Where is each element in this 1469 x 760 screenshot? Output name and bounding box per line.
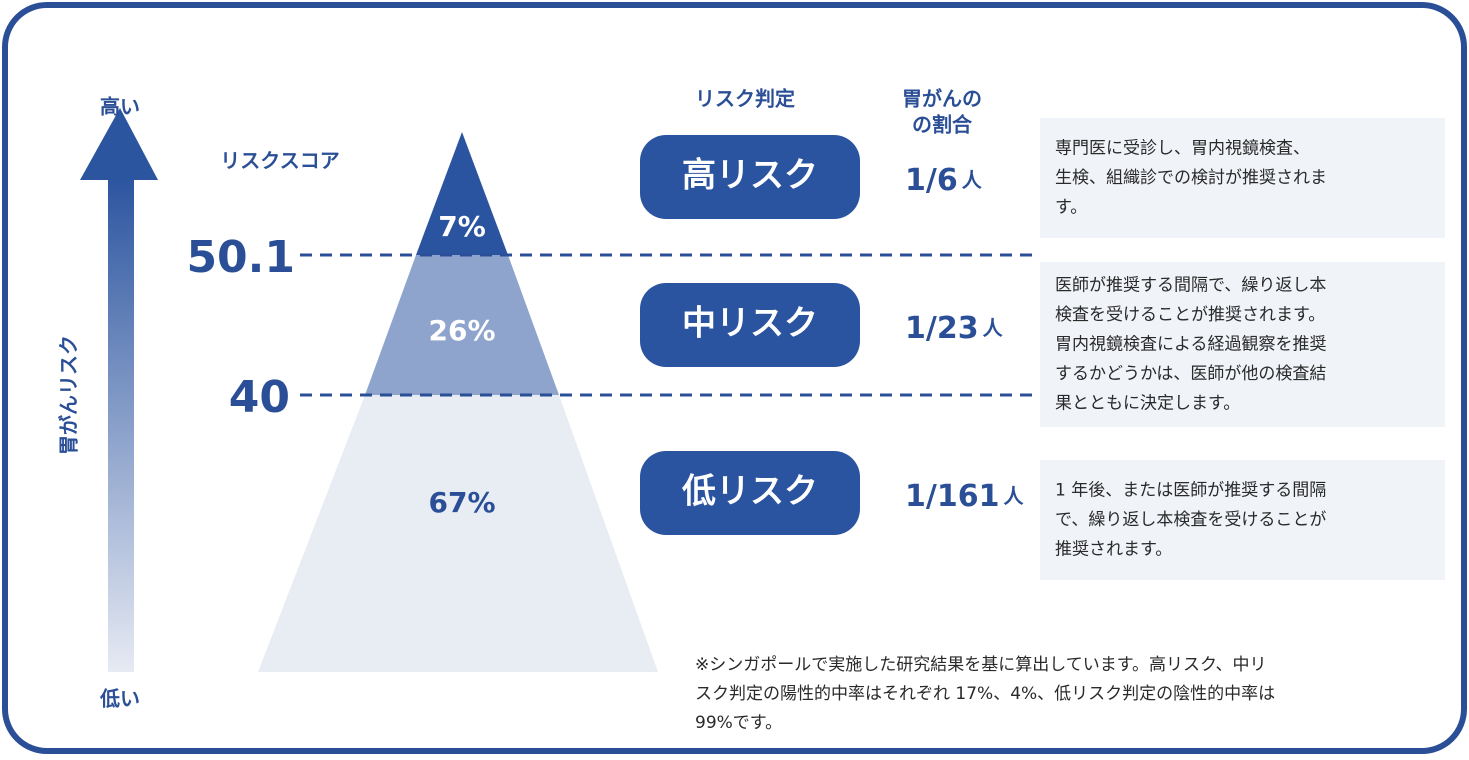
description-line: 推奨されます。 bbox=[1055, 540, 1172, 560]
description-line: 生検、組織診での検討が推奨されま bbox=[1055, 168, 1327, 188]
ratio-value: 1/6 bbox=[905, 163, 958, 198]
header: リスク判定 bbox=[695, 87, 795, 111]
description-line: 果とともに決定します。 bbox=[1055, 394, 1240, 414]
badge-label: 高リスク bbox=[682, 156, 818, 196]
footnote-line: 99%です。 bbox=[695, 713, 782, 733]
footnote-line: スク判定の陽性的中率はそれぞれ 17%、4%、低リスク判定の陰性的中率は bbox=[695, 684, 1275, 704]
description-line: 専門医に受診し、胃内視鏡検査、 bbox=[1055, 139, 1310, 159]
pyramid-label: 7% bbox=[438, 210, 486, 243]
threshold-label: 50.1 bbox=[186, 232, 295, 283]
ratio-value: 1/23 bbox=[905, 311, 979, 346]
description-line: す。 bbox=[1055, 198, 1087, 218]
badge bbox=[640, 451, 860, 535]
arrow-shaft bbox=[108, 178, 134, 672]
axis-high: 高い bbox=[100, 95, 140, 119]
axis-low: 低い bbox=[99, 687, 140, 711]
axis-label: 胃がんリスク bbox=[57, 335, 81, 455]
description-box bbox=[1040, 460, 1445, 580]
description-line: するかどうかは、医師が他の検査結 bbox=[1055, 364, 1326, 384]
description-line: 胃内視鏡検査による経過観察を推奨 bbox=[1055, 335, 1327, 355]
ratio-value: 1/161 bbox=[905, 479, 999, 514]
description-box bbox=[1040, 118, 1445, 238]
badge-label: 中リスク bbox=[682, 304, 818, 344]
badge bbox=[640, 283, 860, 367]
ratio-unit: 人 bbox=[983, 316, 1004, 340]
pyramid-label: 67% bbox=[428, 486, 495, 519]
pyramid-middle bbox=[365, 255, 559, 395]
header: の割合 bbox=[912, 113, 973, 137]
badge bbox=[640, 135, 860, 219]
arrow-head bbox=[80, 108, 158, 180]
description-line: 医師が推奨する間隔で、繰り返し本 bbox=[1055, 276, 1326, 296]
pyramid-label: 26% bbox=[428, 314, 495, 347]
header: 胃がんの bbox=[902, 87, 982, 111]
score-label: リスクスコア bbox=[220, 149, 339, 173]
description-line: 1 年後、または医師が推奨する間隔 bbox=[1055, 481, 1326, 501]
description-line: 検査を受けることが推奨されます。 bbox=[1055, 305, 1325, 325]
pyramid-top bbox=[416, 132, 508, 255]
ratio: 1/6 人 bbox=[905, 163, 983, 198]
ratio: 1/161 人 bbox=[905, 479, 1024, 514]
badge-label: 低リスク bbox=[682, 472, 818, 512]
pyramid-bottom bbox=[258, 395, 658, 672]
description-line: で、繰り返し本検査を受けることが bbox=[1055, 510, 1326, 530]
ratio: 1/23 人 bbox=[905, 311, 1004, 346]
threshold-label: 40 bbox=[229, 372, 290, 423]
footnote-line: ※シンガポールで実施した研究結果を基に算出しています。高リスク、中リ bbox=[695, 655, 1267, 675]
ratio-unit: 人 bbox=[962, 168, 983, 192]
description-box bbox=[1040, 262, 1445, 427]
ratio-unit: 人 bbox=[1003, 484, 1024, 508]
